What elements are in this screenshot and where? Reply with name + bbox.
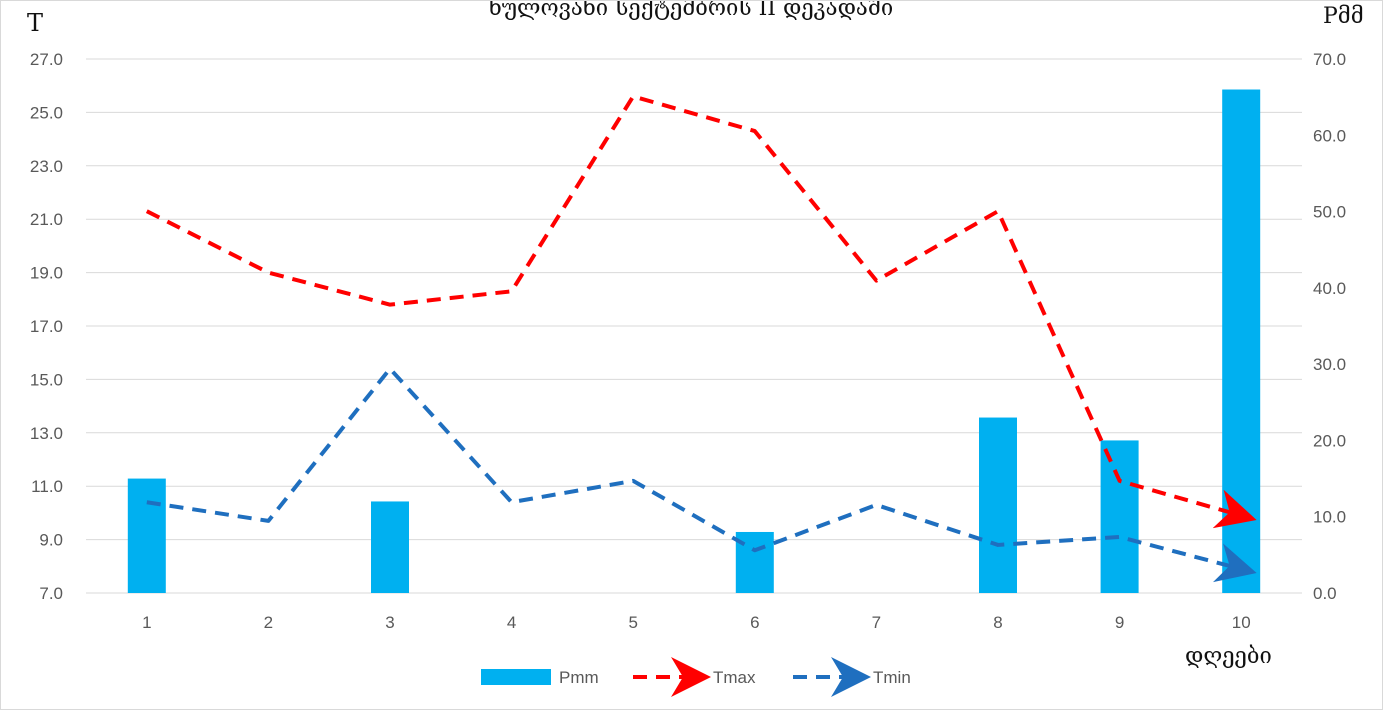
legend-label-pmm: Pmm — [559, 668, 599, 687]
y-right-tick-label: 20.0 — [1313, 431, 1346, 450]
x-tick-label: 2 — [264, 613, 273, 632]
y-left-tick-label: 27.0 — [30, 50, 63, 69]
y-right-tick-labels: 0.0 10.0 20.0 30.0 40.0 50.0 60.0 70.0 — [1313, 50, 1346, 603]
chart-title: ნულოვანი სექტემბრის II დეკადაში — [489, 1, 893, 21]
y-left-tick-label: 13.0 — [30, 424, 63, 443]
x-tick-labels: 1 2 3 4 5 6 7 8 9 10 — [142, 613, 1251, 632]
y-right-tick-label: 10.0 — [1313, 508, 1346, 527]
y-right-tick-label: 70.0 — [1313, 50, 1346, 69]
x-tick-label: 6 — [750, 613, 759, 632]
line-series — [145, 94, 1257, 583]
legend-label-tmin: Tmin — [873, 668, 911, 687]
y-left-tick-label: 9.0 — [39, 531, 63, 550]
y-right-tick-label: 30.0 — [1313, 355, 1346, 374]
x-axis-label: დღეები — [1185, 644, 1272, 669]
y-left-tick-label: 21.0 — [30, 210, 63, 229]
y-left-tick-label: 17.0 — [30, 317, 63, 336]
bar-pmm — [1222, 89, 1261, 593]
x-tick-label: 1 — [142, 613, 151, 632]
y-left-tick-label: 7.0 — [39, 584, 63, 603]
x-tick-label: 4 — [507, 613, 516, 632]
bar-pmm — [1100, 440, 1139, 593]
bar-pmm — [979, 417, 1017, 593]
y-left-tick-label: 25.0 — [30, 103, 63, 122]
line-tmin — [146, 366, 1257, 583]
x-tick-label: 5 — [628, 613, 637, 632]
y-right-axis-label: Pმმ — [1323, 4, 1364, 29]
x-tick-label: 8 — [993, 613, 1002, 632]
x-tick-label: 3 — [385, 613, 394, 632]
y-left-tick-label: 11.0 — [31, 477, 63, 496]
legend: Pmm Tmax Tmin — [481, 657, 911, 697]
bar-pmm — [127, 478, 166, 593]
x-tick-label: 7 — [872, 613, 881, 632]
y-right-tick-label: 0.0 — [1313, 584, 1337, 603]
x-tick-label: 10 — [1232, 613, 1251, 632]
y-right-tick-label: 50.0 — [1313, 203, 1346, 222]
y-right-tick-label: 40.0 — [1313, 279, 1346, 298]
legend-swatch-pmm — [481, 669, 551, 685]
legend-label-tmax: Tmax — [713, 668, 756, 687]
y-right-tick-label: 60.0 — [1313, 126, 1346, 145]
x-tick-label: 9 — [1115, 613, 1124, 632]
line-tmax — [145, 94, 1257, 529]
bar-pmm — [371, 501, 409, 593]
y-left-tick-label: 23.0 — [30, 157, 63, 176]
grid-lines — [86, 58, 1302, 594]
y-left-axis-label: T — [27, 9, 43, 37]
y-left-tick-label: 19.0 — [30, 264, 63, 283]
y-left-tick-labels: 7.0 9.0 11.0 13.0 15.0 17.0 19.0 21.0 23.0 25.0 27… — [30, 50, 63, 603]
y-left-tick-label: 15.0 — [30, 370, 63, 389]
